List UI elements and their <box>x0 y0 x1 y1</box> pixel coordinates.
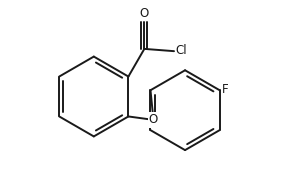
Text: O: O <box>140 7 149 20</box>
Text: Cl: Cl <box>175 44 187 57</box>
Text: O: O <box>149 113 158 126</box>
Text: F: F <box>221 83 228 96</box>
